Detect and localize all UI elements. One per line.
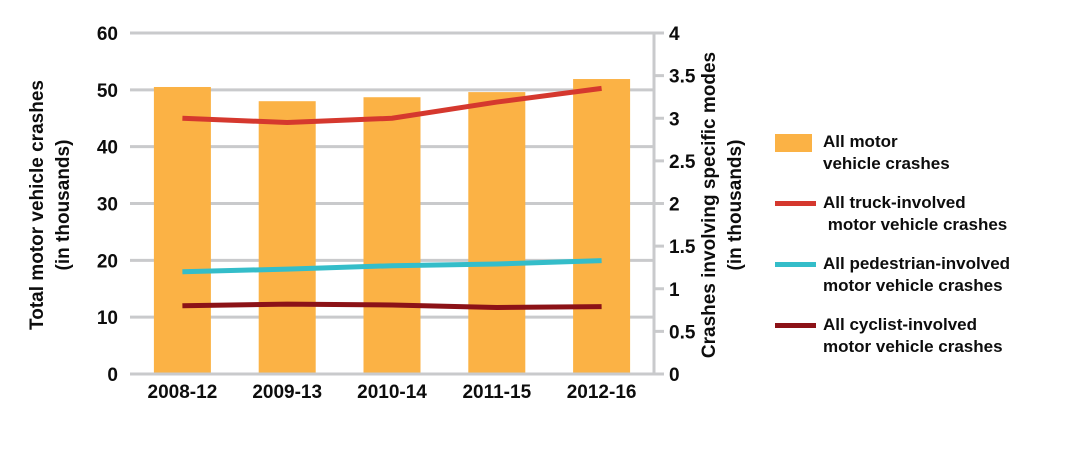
bar <box>153 86 211 374</box>
left-axis-tick-label: 30 <box>97 195 118 216</box>
x-axis-category-label: 2011-15 <box>462 382 531 403</box>
right-axis-title-line2: (in thousands) <box>725 139 746 271</box>
left-axis-tick-label: 50 <box>97 81 118 102</box>
legend-label: vehicle crashes <box>823 154 950 173</box>
line-swatch-icon <box>775 201 816 206</box>
bar <box>468 92 526 375</box>
line-swatch-icon <box>775 262 816 267</box>
line-series <box>182 85 602 126</box>
x-axis-category-label: 2012-16 <box>567 382 637 403</box>
right-axis-tick-label: 0 <box>669 365 680 386</box>
line-swatch-icon <box>775 323 816 328</box>
left-axis-tick-label: 20 <box>97 251 118 272</box>
right-axis-title-line1: Crashes involving specific modes <box>699 51 720 359</box>
legend-item-truck-involved: All truck-involved motor vehicle crashes <box>775 192 1010 236</box>
left-axis-tick-label: 10 <box>97 308 118 329</box>
legend-label: motor vehicle crashes <box>823 276 1003 295</box>
bar <box>258 101 316 374</box>
right-axis-tick-label: 2.5 <box>669 152 696 173</box>
bar <box>573 79 631 374</box>
right-axis-tick-label: 1 <box>669 280 680 301</box>
left-axis-tick-label: 60 <box>97 24 118 45</box>
x-axis-category-label: 2008-12 <box>148 382 218 403</box>
legend-label: motor vehicle crashes <box>823 215 1008 234</box>
x-axis-category-label: 2010-14 <box>357 382 427 403</box>
right-axis-tick-label: 4 <box>669 24 680 45</box>
line-series <box>182 258 602 275</box>
right-axis-tick-label: 2 <box>669 195 680 216</box>
legend-item-cyclist-involved: All cyclist-involved motor vehicle crash… <box>775 314 1010 358</box>
line-series <box>182 301 602 311</box>
bar-swatch-icon <box>775 134 812 152</box>
right-axis-title: Crashes involving specific modes (in tho… <box>697 35 751 375</box>
legend-label: All truck-involved <box>823 193 966 212</box>
legend-label: All cyclist-involved <box>823 315 977 334</box>
legend-item-all-motor-vehicle-crashes: All motor vehicle crashes <box>775 131 1010 175</box>
x-axis-category-label: 2009-13 <box>252 382 322 403</box>
legend-label: All motor <box>823 132 898 151</box>
right-axis-tick-label: 3.5 <box>669 67 696 88</box>
legend-label: motor vehicle crashes <box>823 337 1003 356</box>
right-axis-tick-label: 3 <box>669 109 680 130</box>
left-axis-tick-label: 0 <box>107 365 118 386</box>
right-axis-tick-label: 1.5 <box>669 237 696 258</box>
right-axis-tick-label: 0.5 <box>669 322 696 343</box>
chart-legend: All motor vehicle crashes All truck-invo… <box>775 131 1010 358</box>
left-axis-tick-label: 40 <box>97 138 118 159</box>
legend-label: All pedestrian-involved <box>823 254 1011 273</box>
bar <box>363 97 421 374</box>
legend-item-pedestrian-involved: All pedestrian-involved motor vehicle cr… <box>775 253 1010 297</box>
chart-plot-area: 0 10 20 30 40 50 60 0 0.5 1 1.5 2 2.5 3 3.5 4 2008-12 200… <box>97 24 696 403</box>
